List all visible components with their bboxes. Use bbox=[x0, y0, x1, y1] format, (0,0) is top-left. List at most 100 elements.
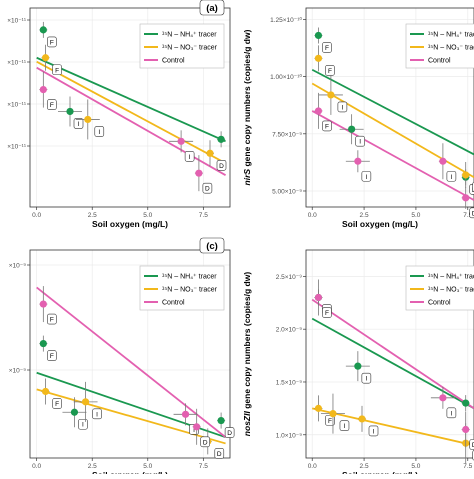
y-tick-label: ×10⁻¹¹ bbox=[7, 102, 27, 109]
point-tag-box bbox=[469, 439, 474, 450]
chart-panel-3: 0.0 2.5 5.0 7.5 ×10⁻⁹ ×10⁻⁹ Soil oxygen (mg/L)… bbox=[9, 237, 235, 479]
regression-line bbox=[311, 317, 474, 410]
data-point bbox=[327, 91, 335, 99]
x-tick-label: 2.5 bbox=[360, 212, 369, 219]
point-tag-box bbox=[47, 99, 57, 110]
y-tick-label: 1.5×10⁻⁹ bbox=[276, 379, 302, 386]
point-tag: I bbox=[341, 104, 343, 111]
chart-panel-2: 0.0 2.5 5.0 7.5 1.25×10⁻¹⁰ 1.00×10⁻¹⁰ 7.50×10⁻… bbox=[242, 7, 474, 229]
chart-panel-1: 0.0 2.5 5.0 7.5 ×10⁻¹¹ ×10⁻¹¹ ×10⁻¹¹ ×10⁻¹¹ Soil… bbox=[7, 0, 231, 229]
y-tick-label: 1.00×10⁻¹⁰ bbox=[270, 73, 302, 81]
plot-border bbox=[305, 7, 474, 208]
point-tag: F bbox=[328, 418, 332, 425]
point-tag-box bbox=[325, 65, 335, 76]
panel-label: (c) bbox=[206, 241, 218, 252]
x-tick-label: 7.5 bbox=[463, 463, 472, 470]
legend-label: ¹⁵N – NH₄⁺ tracer bbox=[162, 274, 217, 281]
y-axis-label: nirS gene copy numbers (copies/g dw) bbox=[242, 29, 252, 185]
data-point bbox=[354, 362, 362, 370]
point-tag: I bbox=[98, 129, 100, 136]
data-point bbox=[39, 85, 47, 94]
point-tag-box bbox=[214, 448, 225, 459]
point-tag-box bbox=[337, 101, 348, 113]
point-tag-box bbox=[200, 436, 210, 448]
y-tick-label: ×10⁻⁹ bbox=[9, 263, 26, 270]
data-point bbox=[439, 394, 447, 402]
data-point bbox=[217, 135, 225, 143]
regression-line bbox=[311, 298, 474, 410]
point-tag: I bbox=[373, 428, 375, 435]
regression-line bbox=[36, 60, 226, 165]
y-axis-label-rest: gene copy numbers (copies/g dw) bbox=[242, 272, 252, 411]
point-tag: I bbox=[365, 174, 367, 181]
x-tick-label: 5.0 bbox=[411, 212, 420, 219]
point-tag: D bbox=[472, 210, 474, 217]
regression-line bbox=[36, 286, 227, 438]
point-tag: F bbox=[50, 102, 54, 109]
y-tick-label: ×10⁻¹¹ bbox=[7, 144, 27, 151]
data-point bbox=[195, 169, 203, 177]
data-point bbox=[39, 300, 47, 308]
data-point bbox=[329, 410, 337, 418]
y-tick-label: 1.0×10⁻⁹ bbox=[276, 432, 302, 439]
point-tag-box bbox=[368, 425, 379, 437]
data-point bbox=[354, 157, 362, 165]
regression-line bbox=[311, 110, 474, 201]
point-tag: D bbox=[205, 186, 210, 193]
legend-label: ¹⁵N – NH₄⁺ tracer bbox=[162, 32, 217, 39]
point-tag: I bbox=[96, 411, 98, 418]
point-tag: I bbox=[359, 139, 361, 146]
point-tag-box bbox=[355, 135, 365, 147]
point-tag: F bbox=[50, 317, 54, 324]
data-point bbox=[314, 293, 323, 302]
point-tag: F bbox=[55, 67, 59, 74]
data-point bbox=[70, 408, 79, 416]
data-point bbox=[462, 425, 470, 434]
data-point bbox=[439, 157, 447, 165]
plot-border bbox=[29, 249, 231, 459]
point-tag-box bbox=[322, 120, 332, 132]
point-tag: F bbox=[325, 45, 329, 52]
point-tag-box bbox=[94, 126, 105, 137]
point-tag: D bbox=[217, 451, 222, 458]
data-point bbox=[81, 398, 90, 406]
data-point bbox=[84, 115, 92, 124]
point-tag-box bbox=[47, 350, 57, 361]
point-tag: I bbox=[365, 376, 367, 383]
point-tag: I bbox=[78, 121, 80, 128]
y-tick-label: 7.50×10⁻⁹ bbox=[272, 131, 302, 138]
x-tick-label: 2.5 bbox=[88, 212, 97, 219]
x-tick-label: 0.0 bbox=[32, 212, 41, 219]
y-tick-label: ×10⁻¹¹ bbox=[7, 18, 27, 25]
data-point bbox=[206, 149, 214, 157]
point-tag-box bbox=[202, 182, 213, 194]
point-tag-box bbox=[184, 151, 195, 162]
legend-label: Control bbox=[162, 58, 185, 65]
y-tick-label: 2.0×10⁻⁹ bbox=[276, 327, 302, 334]
point-tag-box bbox=[446, 170, 457, 182]
legend-label: Control bbox=[162, 300, 185, 307]
data-point bbox=[348, 125, 356, 133]
point-tag-box bbox=[361, 372, 372, 384]
point-tag: F bbox=[55, 401, 59, 408]
data-point bbox=[39, 26, 47, 34]
point-tag-box bbox=[469, 207, 474, 219]
point-tag-box bbox=[73, 118, 84, 129]
legend-label: ¹⁵N – NO₃⁻ tracer bbox=[428, 45, 474, 52]
panel-label-box bbox=[199, 237, 225, 254]
point-tag: I bbox=[344, 423, 346, 430]
point-tag: I bbox=[82, 422, 84, 429]
point-tag: F bbox=[325, 123, 329, 130]
data-point bbox=[314, 54, 323, 62]
x-axis-label: Soil oxygen (mg/L) bbox=[92, 219, 168, 229]
data-point bbox=[193, 423, 201, 431]
x-tick-label: 7.5 bbox=[199, 212, 208, 219]
x-tick-label: 7.5 bbox=[199, 463, 208, 470]
x-tick-label: 0.0 bbox=[308, 212, 317, 219]
point-tag-box bbox=[216, 159, 227, 171]
plot-border bbox=[305, 249, 474, 459]
x-tick-label: 2.5 bbox=[88, 463, 97, 470]
data-point bbox=[39, 340, 47, 348]
